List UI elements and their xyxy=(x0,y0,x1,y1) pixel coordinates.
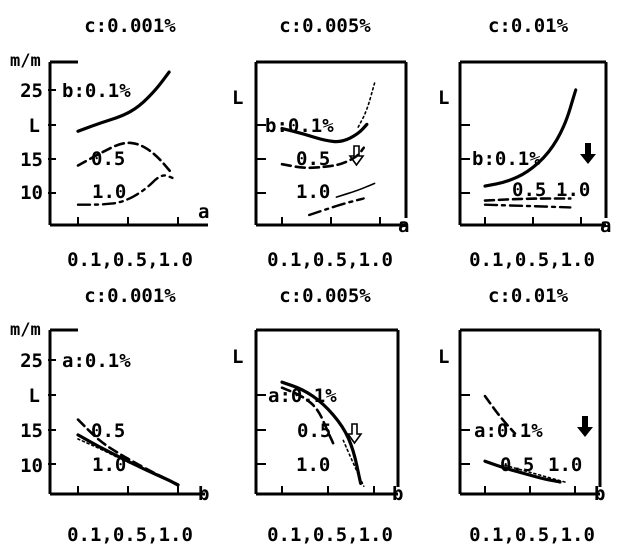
panel-5-ylabel: L xyxy=(232,346,243,368)
panel-3-series-line-1 xyxy=(483,197,572,202)
panel-2-x-label: a xyxy=(398,215,409,237)
panel-3-series-label-0.5: 0.5 xyxy=(512,179,546,201)
panel-1-ytick-L: L xyxy=(29,115,40,137)
panel-1-series-label-b0.1: b:0.1% xyxy=(62,80,131,102)
panel-6-plot-area xyxy=(483,394,566,484)
panel-2-series-line-1 xyxy=(280,146,365,170)
panel-4-x-label: b xyxy=(198,483,209,505)
panel-4-series-line-1 xyxy=(76,418,180,487)
panel-6-xtick-label: 0.1,0.5,1.0 xyxy=(469,524,595,546)
panel-4-y-unit: m/m xyxy=(10,320,41,340)
panel-1-series-label-0.5: 0.5 xyxy=(91,148,125,170)
panel-2-xticks xyxy=(281,217,381,225)
panel-1-plot-area xyxy=(76,70,174,206)
panel-4-series-label-1.0: 1.0 xyxy=(92,454,126,476)
panel-2-series-line-4 xyxy=(335,182,376,198)
panel-1-series-line-1 xyxy=(76,141,174,176)
panel-6: c:0.01% L b 0.1,0.5,1.0 a:0.1% 0.5 1.0 xyxy=(438,285,605,546)
panel-5-title: c:0.005% xyxy=(279,285,371,307)
panel-6-filled-arrow-icon xyxy=(577,416,593,437)
panel-4-series-label-a0.1: a:0.1% xyxy=(62,350,131,372)
panel-6-series-label-a0.1: a:0.1% xyxy=(474,420,543,442)
panel-1-x-label: a xyxy=(198,201,209,223)
panel-5-series-line-0 xyxy=(280,380,363,486)
panel-4: c:0.001% m/m 25 L 15 10 b 0.1,0.5,1.0 a:… xyxy=(10,285,209,546)
panel-5-x-label: b xyxy=(392,483,403,505)
panel-5-open-arrow-icon xyxy=(346,423,363,445)
panel-1-ytick-10: 10 xyxy=(20,182,43,204)
panel-3-series-label-1.0: 1.0 xyxy=(556,179,590,201)
panel-6-xticks xyxy=(484,486,576,494)
panel-2-plot-area xyxy=(280,82,376,217)
panel-5-xtick-label: 0.1,0.5,1.0 xyxy=(267,524,393,546)
panel-4-ytick-25: 25 xyxy=(20,350,43,372)
panel-6-yticks xyxy=(460,394,470,465)
panel-3: c:0.01% L a 0.1,0.5,1.0 b:0.1% 0.5 1.0 xyxy=(438,15,611,271)
panel-1-ytick-25: 25 xyxy=(20,80,43,102)
panel-4-series-label-0.5: 0.5 xyxy=(91,420,125,442)
panel-4-xtick-label: 0.1,0.5,1.0 xyxy=(67,524,193,546)
panel-4-plot-area xyxy=(76,418,180,487)
panel-5-series-label-0.5: 0.5 xyxy=(297,420,331,442)
panel-3-ylabel: L xyxy=(438,87,449,109)
panel-5-plot-area xyxy=(280,380,365,487)
panel-6-series-line-0 xyxy=(483,394,517,435)
panel-6-series-label-1.0: 1.0 xyxy=(548,454,582,476)
panel-2-series-label-b0.1: b:0.1% xyxy=(265,115,334,137)
panel-4-ytick-10: 10 xyxy=(20,455,43,477)
panel-4-title: c:0.001% xyxy=(84,285,176,307)
panel-5-series-label-1.0: 1.0 xyxy=(296,454,330,476)
panel-3-plot-area xyxy=(483,88,578,209)
panel-6-title: c:0.01% xyxy=(488,285,569,307)
panel-6-series-line-2 xyxy=(504,464,566,483)
panel-3-filled-arrow-icon xyxy=(580,143,596,164)
panel-3-series-line-2 xyxy=(483,203,572,209)
panel-4-series-line-2 xyxy=(77,438,179,486)
panel-4-ytick-15: 15 xyxy=(20,420,43,442)
panel-1: c:0.001% m/m 25 L 15 10 a 0.1,0.5,1.0 b:… xyxy=(10,15,209,271)
panel-1-title: c:0.001% xyxy=(84,15,176,37)
panel-5-series-line-1 xyxy=(280,386,335,445)
panel-2-series-label-0.5: 0.5 xyxy=(296,148,330,170)
panel-3-yticks xyxy=(460,124,470,194)
panel-3-xtick-label: 0.1,0.5,1.0 xyxy=(469,249,595,271)
panel-3-series-line-0 xyxy=(483,88,578,188)
panel-1-xtick-label: 0.1,0.5,1.0 xyxy=(67,249,193,271)
panel-5: c:0.005% L b 0.1,0.5,1.0 a:0.1% 0.5 1.0 xyxy=(232,285,403,546)
panel-1-xticks xyxy=(77,217,179,225)
panel-2-ylabel: L xyxy=(232,87,243,109)
panel-3-xticks xyxy=(484,217,582,225)
panel-3-x-label: a xyxy=(600,215,611,237)
panel-2-series-line-0 xyxy=(280,122,369,144)
panel-2-series-line-3 xyxy=(357,82,376,128)
panel-6-series-line-1 xyxy=(483,459,562,484)
panel-5-yticks xyxy=(256,394,266,465)
panel-2: c:0.005% L a 0.1,0.5,1.0 b:0.1% 0.5 1.0 xyxy=(232,15,409,271)
panel-4-xticks xyxy=(77,486,179,494)
panel-6-ylabel: L xyxy=(438,346,449,368)
panel-1-y-unit: m/m xyxy=(10,51,41,71)
panel-4-ytick-L: L xyxy=(29,385,40,407)
panel-2-title: c:0.005% xyxy=(279,15,371,37)
panel-5-xticks xyxy=(281,486,375,494)
panel-2-series-line-2 xyxy=(308,197,365,217)
panel-6-x-label: b xyxy=(594,483,605,505)
panel-5-series-line-2 xyxy=(342,439,365,487)
panel-1-series-label-1.0: 1.0 xyxy=(92,181,126,203)
panel-3-series-label-b0.1: b:0.1% xyxy=(472,148,541,170)
panel-3-title: c:0.01% xyxy=(488,15,569,37)
panel-2-xtick-label: 0.1,0.5,1.0 xyxy=(267,249,393,271)
panel-1-series-line-0 xyxy=(76,70,171,133)
panel-2-yticks xyxy=(256,124,266,194)
panel-1-ytick-15: 15 xyxy=(20,149,43,171)
panel-2-series-label-1.0: 1.0 xyxy=(296,181,330,203)
panel-1-series-line-2 xyxy=(76,174,174,206)
